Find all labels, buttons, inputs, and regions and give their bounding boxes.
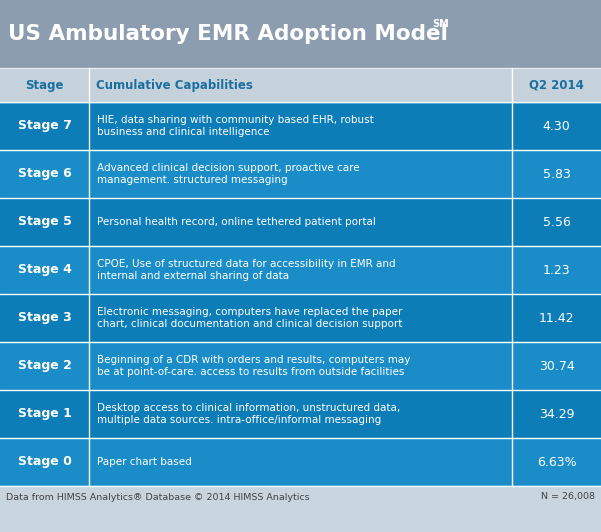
Text: 4.30: 4.30 bbox=[543, 120, 570, 132]
Bar bbox=[0, 150, 601, 198]
Text: Stage: Stage bbox=[25, 79, 64, 92]
Bar bbox=[0, 0, 601, 68]
Text: 30.74: 30.74 bbox=[538, 360, 575, 372]
Text: CPOE, Use of structured data for accessibility in EMR and
internal and external : CPOE, Use of structured data for accessi… bbox=[97, 259, 395, 281]
Text: 5.83: 5.83 bbox=[543, 168, 570, 180]
Text: Stage 4: Stage 4 bbox=[17, 263, 72, 277]
Bar bbox=[0, 486, 601, 508]
Text: US Ambulatory EMR Adoption Model: US Ambulatory EMR Adoption Model bbox=[8, 24, 448, 44]
Text: Beginning of a CDR with orders and results, computers may
be at point-of-care. a: Beginning of a CDR with orders and resul… bbox=[97, 355, 410, 377]
Text: Stage 3: Stage 3 bbox=[17, 312, 72, 325]
Text: Personal health record, online tethered patient portal: Personal health record, online tethered … bbox=[97, 217, 376, 227]
Text: Stage 1: Stage 1 bbox=[17, 408, 72, 420]
Text: N = 26,008: N = 26,008 bbox=[541, 493, 595, 502]
Text: HIE, data sharing with community based EHR, robust
business and clinical intelli: HIE, data sharing with community based E… bbox=[97, 115, 374, 137]
Text: 6.63%: 6.63% bbox=[537, 455, 576, 469]
Text: Stage 0: Stage 0 bbox=[17, 455, 72, 469]
Text: Data from HIMSS Analytics® Database © 2014 HIMSS Analytics: Data from HIMSS Analytics® Database © 20… bbox=[6, 493, 310, 502]
Text: Stage 5: Stage 5 bbox=[17, 215, 72, 229]
Text: Paper chart based: Paper chart based bbox=[97, 457, 192, 467]
Bar bbox=[0, 438, 601, 486]
Text: Q2 2014: Q2 2014 bbox=[529, 79, 584, 92]
Bar bbox=[0, 102, 601, 150]
Bar bbox=[0, 68, 601, 102]
Text: 5.56: 5.56 bbox=[543, 215, 570, 229]
Text: Cumulative Capabilities: Cumulative Capabilities bbox=[96, 79, 253, 92]
Text: Stage 6: Stage 6 bbox=[17, 168, 72, 180]
Bar bbox=[0, 246, 601, 294]
Text: Desktop access to clinical information, unstructured data,
multiple data sources: Desktop access to clinical information, … bbox=[97, 403, 400, 425]
Text: Stage 2: Stage 2 bbox=[17, 360, 72, 372]
Text: Advanced clinical decision support, proactive care
management. structured messag: Advanced clinical decision support, proa… bbox=[97, 163, 359, 185]
Text: Electronic messaging, computers have replaced the paper
chart, clinical document: Electronic messaging, computers have rep… bbox=[97, 307, 402, 329]
Bar bbox=[0, 390, 601, 438]
Text: 1.23: 1.23 bbox=[543, 263, 570, 277]
Text: Stage 7: Stage 7 bbox=[17, 120, 72, 132]
Text: 34.29: 34.29 bbox=[538, 408, 575, 420]
Text: 11.42: 11.42 bbox=[538, 312, 575, 325]
Bar bbox=[0, 294, 601, 342]
Text: SM: SM bbox=[432, 19, 449, 29]
Bar bbox=[0, 342, 601, 390]
Bar bbox=[0, 198, 601, 246]
